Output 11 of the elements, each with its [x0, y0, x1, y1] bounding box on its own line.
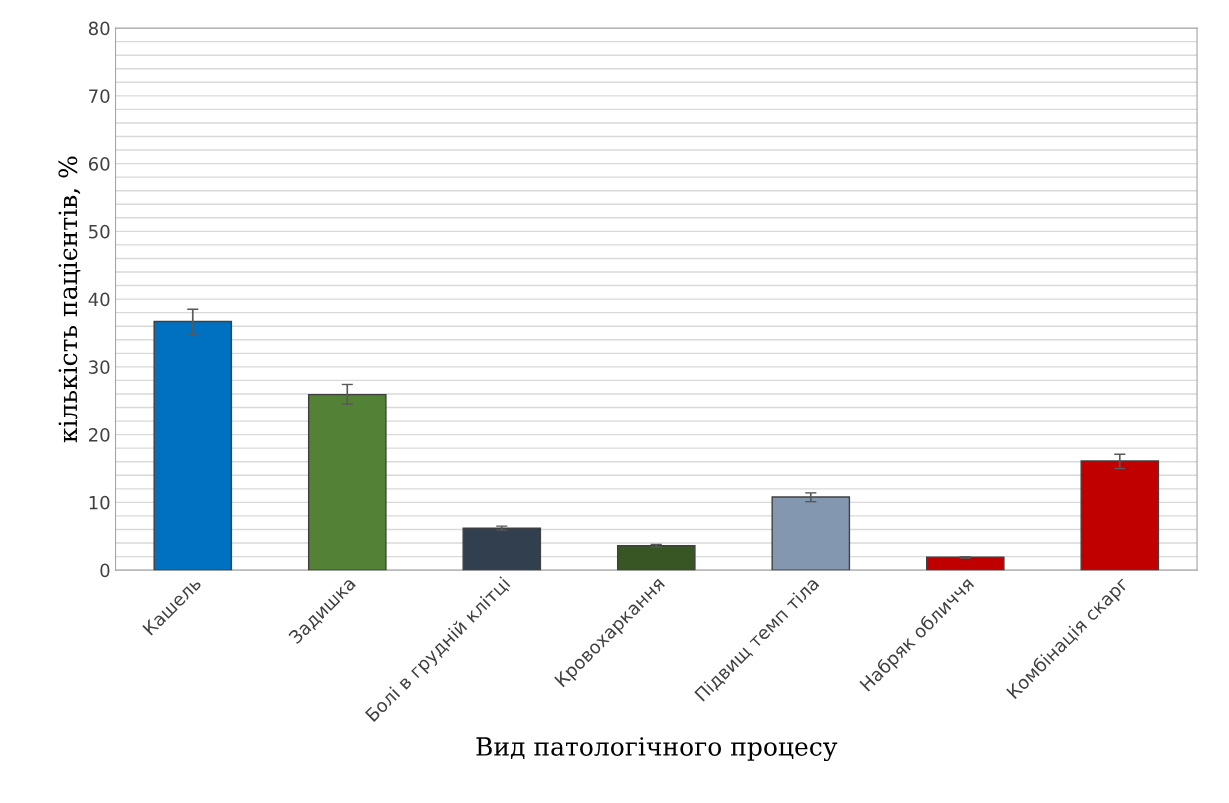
y-tick-label: 60: [88, 157, 110, 171]
y-tick-label: 10: [89, 495, 110, 510]
y-axis-title: кількість пацієнтів, %: [58, 156, 81, 443]
y-tick-label: 30: [89, 360, 110, 374]
y-tick-label: 40: [88, 292, 110, 307]
y-tick-label: 0: [100, 563, 110, 578]
y-tick-label: 50: [89, 224, 110, 239]
y-tick-label: 80: [88, 21, 110, 36]
x-axis-title: Вид патологічного процесу: [476, 737, 838, 762]
y-tick-label: 20: [89, 428, 110, 442]
y-tick-label: 70: [89, 89, 110, 103]
